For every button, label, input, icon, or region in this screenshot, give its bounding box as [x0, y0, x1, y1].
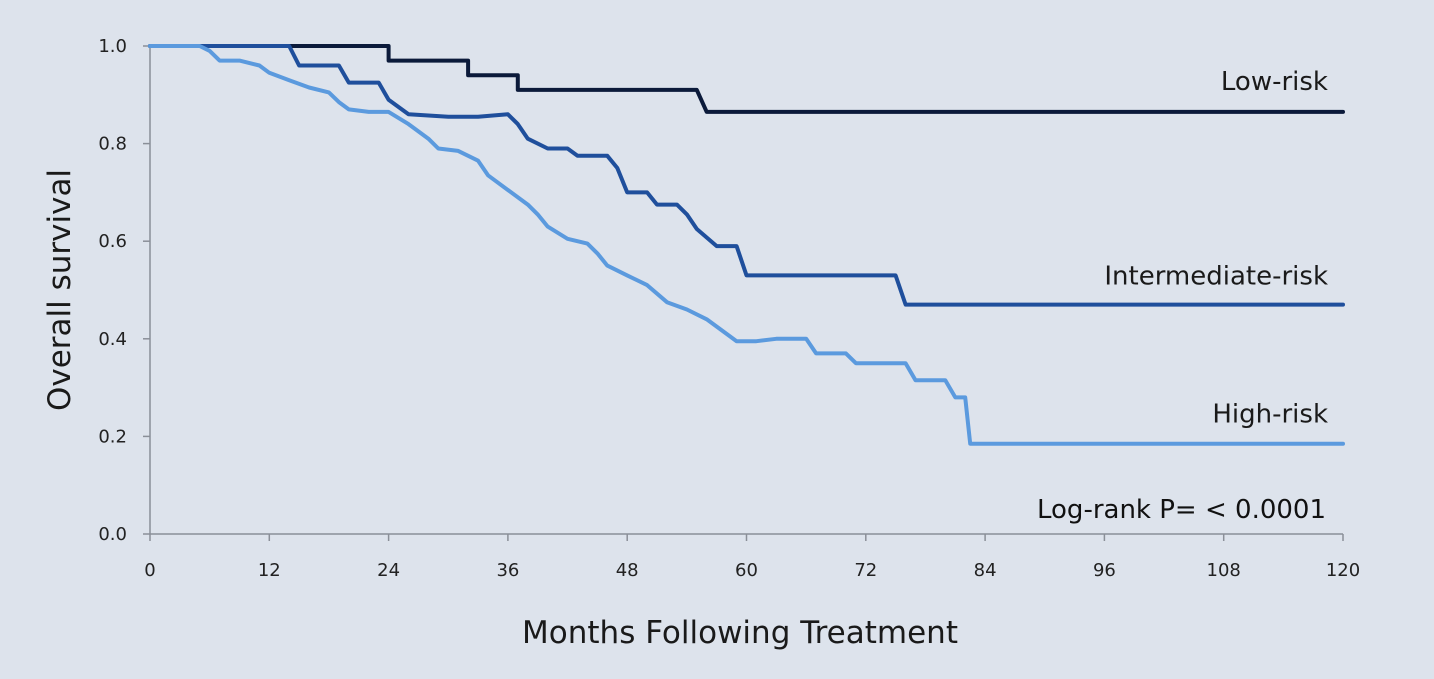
series-line-low-risk [148, 44, 1345, 114]
series-line-high-risk [148, 44, 1345, 446]
x-tick-label: 96 [1093, 560, 1116, 581]
series-label-low-risk: Low-risk [1221, 67, 1328, 97]
series-labels: Low-risk Intermediate-risk High-risk [1104, 67, 1328, 430]
x-tick-label: 120 [1326, 560, 1360, 581]
series-line-intermediate-risk [148, 44, 1345, 307]
x-tick-label: 108 [1207, 560, 1241, 581]
axes: 0.0 0.2 0.4 0.6 0.8 1.0 0 12 24 36 48 60 72 84 96 108 12… [98, 36, 1360, 581]
log-rank-annotation: Log-rank P= < 0.0001 [1037, 495, 1326, 525]
x-tick-label: 36 [496, 560, 519, 581]
y-tick-label: 0.8 [98, 134, 127, 155]
x-tick-label: 24 [377, 560, 400, 581]
series-lines [148, 44, 1345, 446]
y-tick-label: 0.2 [98, 426, 127, 447]
y-tick-label: 0.0 [98, 524, 127, 545]
x-tick-label: 12 [258, 560, 281, 581]
y-tick-label: 0.4 [98, 329, 127, 350]
series-label-high-risk: High-risk [1212, 400, 1328, 430]
x-tick-label: 48 [616, 560, 639, 581]
y-axis-title: Overall survival [42, 169, 78, 411]
series-label-intermediate-risk: Intermediate-risk [1104, 262, 1328, 292]
x-tick-label: 60 [735, 560, 758, 581]
y-tick-label: 1.0 [98, 36, 127, 57]
x-tick-label: 0 [144, 560, 155, 581]
x-axis-title: Months Following Treatment [522, 615, 958, 651]
x-tick-label: 84 [974, 560, 997, 581]
x-tick-label: 72 [854, 560, 877, 581]
y-tick-label: 0.6 [98, 231, 127, 252]
